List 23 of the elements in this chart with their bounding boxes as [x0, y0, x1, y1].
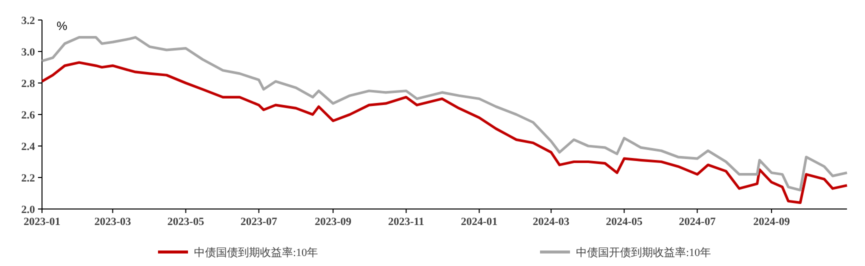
- line-series: [40, 61, 848, 204]
- x-tick-label: 2024-09: [753, 216, 790, 228]
- legend-label: 中债国债到期收益率:10年: [194, 246, 318, 259]
- line-series: [40, 36, 848, 192]
- x-tick-label: 2024-05: [606, 216, 644, 228]
- x-tick-label: 2023-07: [240, 216, 278, 228]
- y-tick-label: 3.2: [21, 14, 36, 27]
- x-tick-label: 2024-07: [678, 216, 716, 228]
- x-tick-label: 2023-09: [314, 216, 352, 228]
- x-tick-label: 2023-05: [167, 216, 205, 228]
- x-tick-label: 2023-01: [24, 216, 60, 228]
- y-tick-label: 2.8: [21, 78, 36, 90]
- y-axis-title: %: [56, 19, 68, 33]
- y-tick-label: 2.0: [21, 204, 36, 216]
- x-tick-label: 2023-11: [388, 216, 424, 228]
- x-tick-label: 2024-01: [460, 216, 498, 228]
- y-tick-label: 2.4: [21, 140, 36, 153]
- legend-label: 中债国开债到期收益率:10年: [576, 246, 712, 259]
- y-tick-label: 2.2: [21, 172, 36, 184]
- x-tick-label: 2024-03: [532, 216, 570, 228]
- y-tick-label: 2.6: [21, 109, 36, 122]
- y-tick-label: 3.0: [21, 46, 36, 58]
- x-tick-label: 2023-03: [94, 216, 132, 228]
